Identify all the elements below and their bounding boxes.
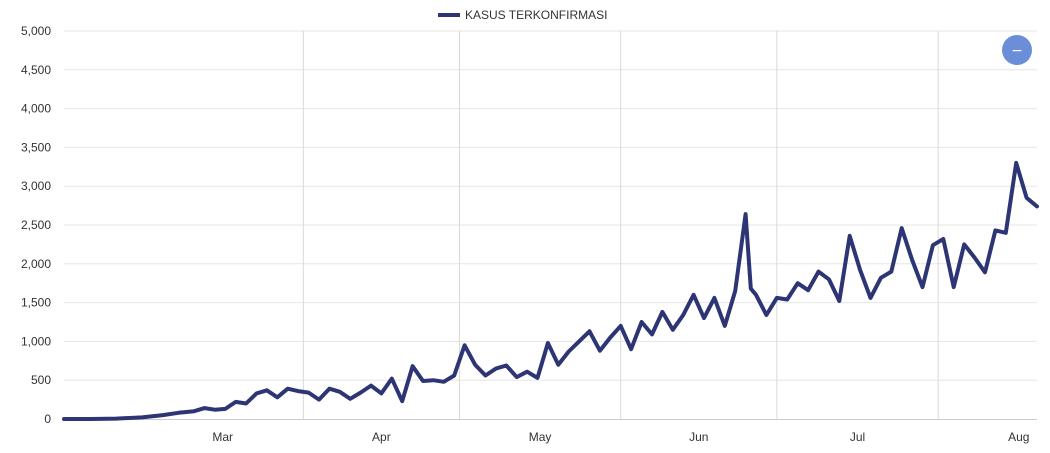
y-tick-label: 500 xyxy=(31,373,51,387)
series-line xyxy=(62,160,1039,421)
zoom-button-circle[interactable] xyxy=(1002,35,1032,65)
legend-entry-kasus-terkonfirmasi[interactable]: KASUS TERKONFIRMASI xyxy=(465,8,607,22)
minus-icon: − xyxy=(1011,43,1023,59)
x-tick-label: Apr xyxy=(372,430,391,444)
y-tick-label: 4,500 xyxy=(21,63,51,77)
y-axis-tick-labels: 0 500 1,000 1,500 2,000 2,500 3,000 3,500 4,000 4… xyxy=(21,24,51,426)
series-kasus-terkonfirmasi xyxy=(62,160,1039,421)
x-tick-label: Jul xyxy=(850,430,865,444)
y-tick-label: 3,000 xyxy=(21,179,51,193)
x-axis-tick-labels: Mar Apr May Jun Jul Aug xyxy=(212,430,1029,444)
y-tick-label: 1,000 xyxy=(21,334,51,348)
y-tick-label: 4,000 xyxy=(21,102,51,116)
x-tick-label: Aug xyxy=(1008,430,1029,444)
y-tick-label: 3,500 xyxy=(21,140,51,154)
horizontal-gridlines xyxy=(64,30,1037,381)
y-tick-label: 0 xyxy=(44,412,51,426)
y-tick-label: 2,000 xyxy=(21,257,51,271)
y-tick-label: 5,000 xyxy=(21,24,51,38)
x-tick-label: Mar xyxy=(212,430,233,444)
chart-legend[interactable]: KASUS TERKONFIRMASI xyxy=(438,8,607,22)
y-tick-label: 1,500 xyxy=(21,296,51,310)
x-tick-label: May xyxy=(529,430,552,444)
zoom-out-button[interactable]: − xyxy=(1002,35,1032,65)
y-tick-label: 2,500 xyxy=(21,218,51,232)
x-tick-label: Jun xyxy=(689,430,708,444)
